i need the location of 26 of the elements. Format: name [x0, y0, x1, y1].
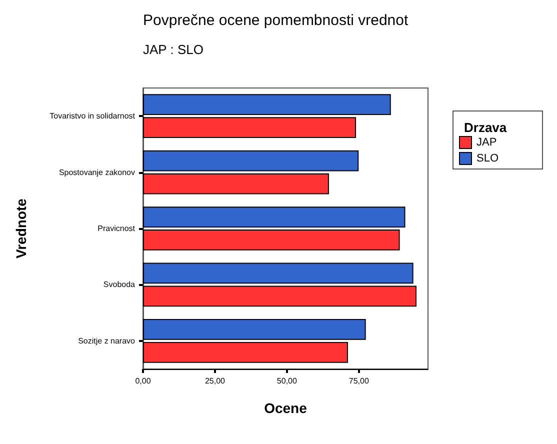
bar	[143, 262, 414, 284]
bar	[143, 150, 359, 172]
bar	[143, 173, 329, 194]
bar	[143, 286, 416, 307]
y-tick-label: Svoboda	[103, 280, 136, 290]
y-tick-label: Spostovanje zakonov	[58, 168, 135, 177]
bar	[143, 342, 348, 363]
bar	[143, 117, 356, 138]
chart-title: Povprečne ocene pomembnosti vrednot	[143, 12, 409, 29]
x-tick-label: 50,00	[276, 376, 298, 386]
x-axis-title: Ocene	[264, 400, 308, 416]
y-axis-title: Vrednote	[13, 198, 29, 258]
y-tick-label: Pravicnost	[98, 224, 136, 233]
bar	[143, 206, 406, 228]
x-tick-label: 75,00	[348, 376, 370, 386]
x-tick-label: 25,00	[204, 376, 226, 386]
x-tick-label: 0,00	[135, 376, 152, 386]
bar	[143, 230, 400, 250]
legend-label: JAP	[476, 136, 497, 148]
chart-subtitle: JAP : SLO	[143, 42, 204, 57]
legend-title: Drzava	[464, 120, 508, 135]
y-tick-label: Tovaristvo in solidarnost	[50, 112, 136, 121]
y-tick-label: Sozitje z naravo	[78, 336, 136, 346]
bar	[143, 94, 391, 116]
legend-label: SLO	[476, 152, 499, 164]
bar	[143, 318, 366, 340]
